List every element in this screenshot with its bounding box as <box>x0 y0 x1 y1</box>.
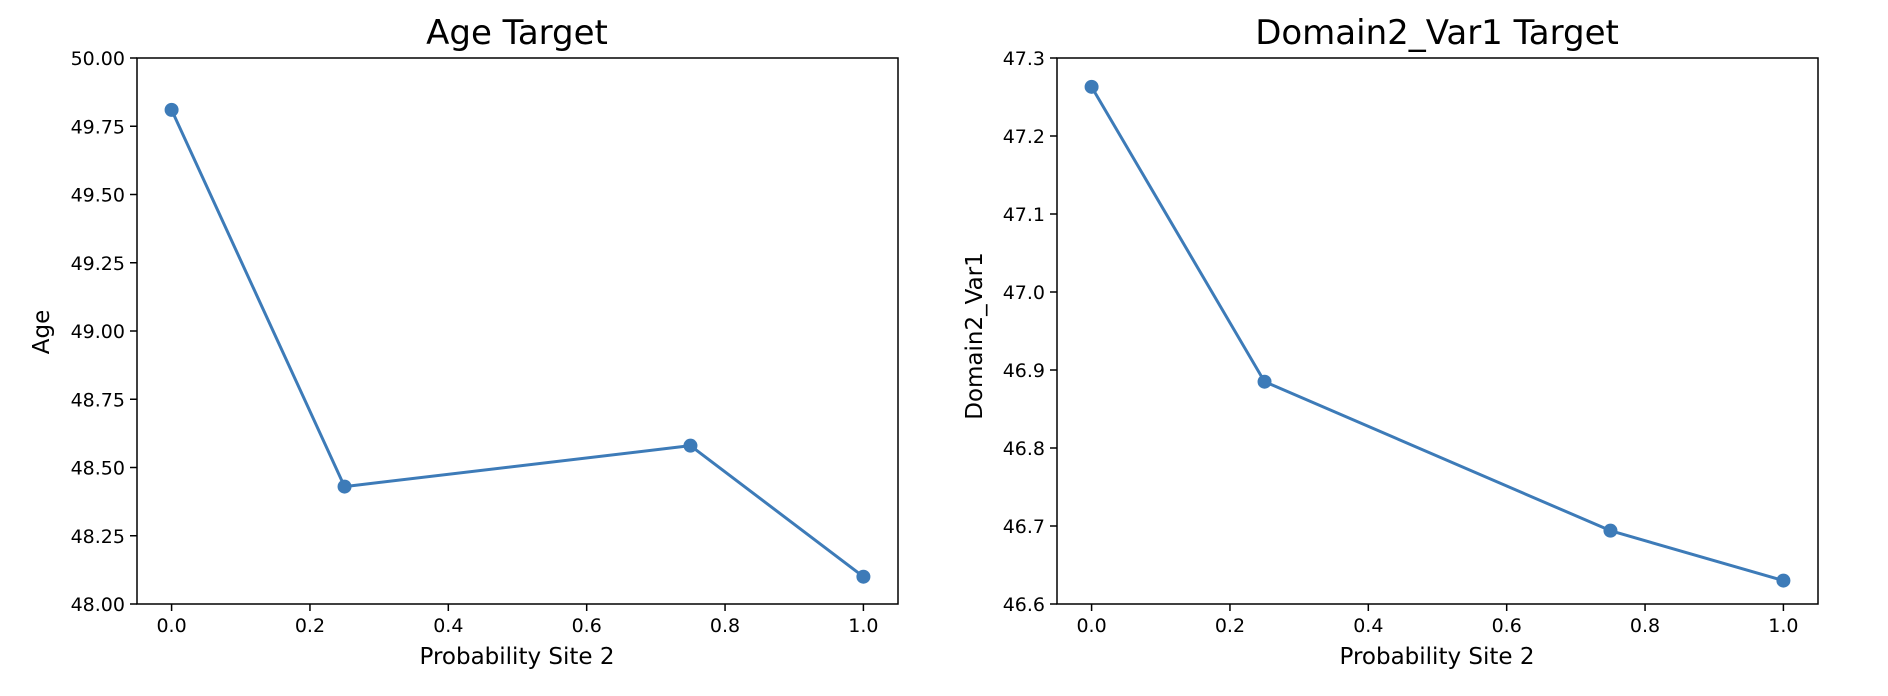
x-tick-label: 0.8 <box>1630 615 1660 637</box>
chart-age-target: Age Target Age Probability Site 2 0.0 0.2… <box>29 13 899 670</box>
y-tick-label: 46.6 <box>1003 594 1045 616</box>
y-tick-label: 47.3 <box>1003 48 1045 70</box>
y-tick-label: 47.0 <box>1003 282 1045 304</box>
y-tick-label: 50.00 <box>71 48 125 70</box>
data-point <box>1603 523 1618 538</box>
x-tick-label: 0.4 <box>1353 615 1383 637</box>
x-tick-label: 1.0 <box>1768 615 1798 637</box>
x-tick-label: 0.0 <box>156 615 186 637</box>
y-tick-label: 48.00 <box>71 594 125 616</box>
x-tick-group: 0.0 0.2 0.4 0.6 0.8 1.0 <box>1076 604 1799 637</box>
series-line <box>170 109 865 578</box>
y-tick-label: 46.9 <box>1003 360 1045 382</box>
x-tick-label: 0.8 <box>710 615 740 637</box>
data-points <box>1084 79 1791 588</box>
x-tick-label: 0.0 <box>1076 615 1106 637</box>
y-tick-label: 48.75 <box>71 389 125 411</box>
x-tick-group: 0.0 0.2 0.4 0.6 0.8 1.0 <box>156 604 879 637</box>
data-point <box>1776 573 1791 588</box>
data-point <box>856 569 871 584</box>
data-point <box>683 438 698 453</box>
x-tick-label: 0.6 <box>1492 615 1522 637</box>
x-axis-label: Probability Site 2 <box>420 644 615 670</box>
y-tick-label: 49.50 <box>71 185 125 207</box>
y-tick-label: 48.50 <box>71 458 125 480</box>
data-point <box>1257 374 1272 389</box>
data-point <box>164 102 179 117</box>
y-axis-label: Age <box>29 310 55 354</box>
y-tick-group: 46.6 46.7 46.8 46.9 47.0 47.1 47.2 47.3 <box>1003 48 1057 616</box>
data-point <box>1084 79 1099 94</box>
y-tick-label: 46.7 <box>1003 516 1045 538</box>
x-tick-label: 0.6 <box>572 615 602 637</box>
y-tick-label: 47.1 <box>1003 204 1045 226</box>
x-tick-label: 1.0 <box>848 615 878 637</box>
y-tick-label: 47.2 <box>1003 126 1045 148</box>
chart-title: Age Target <box>426 13 608 53</box>
y-axis-label: Domain2_Var1 <box>962 252 988 420</box>
x-tick-label: 0.2 <box>1215 615 1245 637</box>
data-points <box>164 102 871 584</box>
data-point <box>337 479 352 494</box>
plot-frame <box>1056 57 1819 605</box>
chart-title: Domain2_Var1 Target <box>1255 13 1619 53</box>
x-tick-label: 0.2 <box>295 615 325 637</box>
y-tick-label: 46.8 <box>1003 438 1045 460</box>
y-tick-label: 49.00 <box>71 321 125 343</box>
y-tick-label: 48.25 <box>71 526 125 548</box>
series-line <box>1090 86 1784 583</box>
y-tick-label: 49.25 <box>71 253 125 275</box>
y-tick-group: 48.00 48.25 48.50 48.75 49.00 49.25 49.50 49.75… <box>71 48 137 616</box>
x-axis-label: Probability Site 2 <box>1340 644 1535 670</box>
x-tick-label: 0.4 <box>433 615 463 637</box>
plot-frame <box>136 57 899 605</box>
y-tick-label: 49.75 <box>71 116 125 138</box>
chart-domain2-var1-target: Domain2_Var1 Target Domain2_Var1 Probabi… <box>962 13 1819 670</box>
